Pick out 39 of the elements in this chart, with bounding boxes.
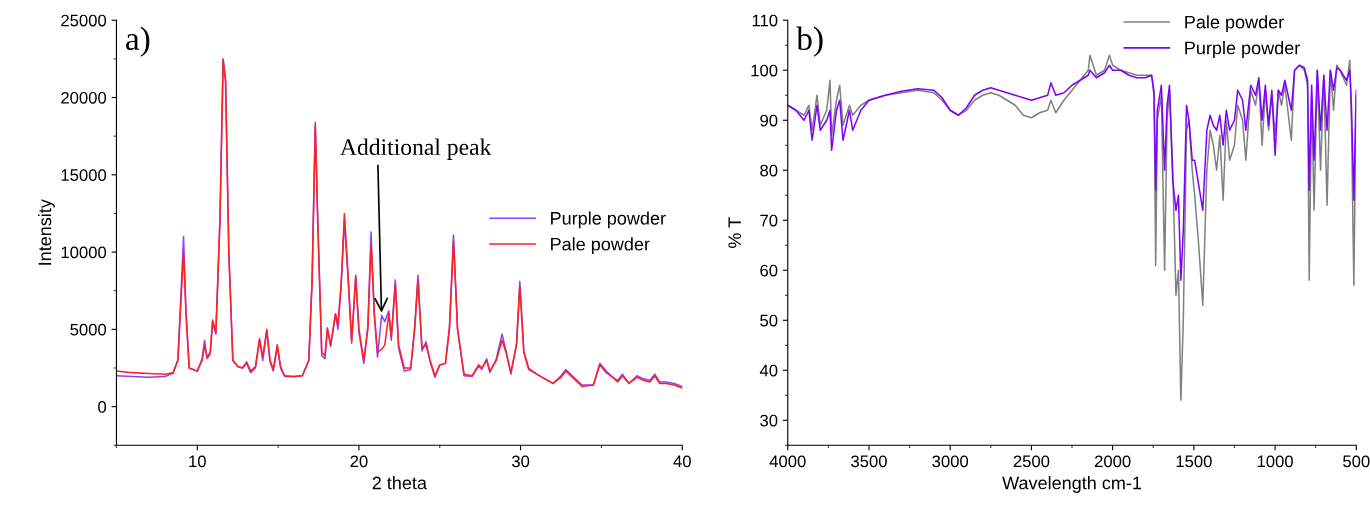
annotation: b) xyxy=(796,26,823,57)
y-tick-label: 80 xyxy=(760,164,778,177)
y-tick-label: 0 xyxy=(98,401,107,413)
x-tick-label: 1500 xyxy=(1176,455,1212,468)
x-tick-label: 2500 xyxy=(1013,455,1050,468)
x-axis-title: 2 theta xyxy=(372,476,427,490)
x-axis-title: Wavelength cm-1 xyxy=(1002,476,1142,493)
x-tick-label: 2000 xyxy=(1094,455,1131,468)
legend-label: Pale powder xyxy=(1185,15,1284,33)
legend-label: Pale powder xyxy=(551,237,650,255)
y-tick-label: 25000 xyxy=(61,14,107,27)
x-tick-label: 40 xyxy=(673,455,691,468)
y-tick-label: 110 xyxy=(752,14,778,27)
y-tick-label: 60 xyxy=(760,264,778,277)
x-tick-label: 3500 xyxy=(851,455,887,468)
y-tick-label: 40 xyxy=(759,364,778,377)
y-tick-label: 90 xyxy=(760,114,778,127)
annotation: a) xyxy=(126,26,150,57)
x-tick-label: 20 xyxy=(350,455,368,468)
x-tick-label: 1000 xyxy=(1257,455,1293,468)
y-tick-label: 5000 xyxy=(70,323,107,336)
line-series xyxy=(787,64,1357,282)
x-tick-label: 30 xyxy=(511,455,530,468)
legend-label: Purple powder xyxy=(551,211,666,229)
y-axis-title: % T xyxy=(728,217,742,249)
x-tick-label: 10 xyxy=(189,455,206,468)
y-tick-label: 50 xyxy=(760,314,778,327)
x-tick-label: 500 xyxy=(1343,455,1370,468)
y-tick-label: 100 xyxy=(751,64,778,77)
legend-label: Purple powder xyxy=(1185,41,1300,58)
y-axis-title: Intensity xyxy=(38,199,55,265)
y-tick-label: 70 xyxy=(760,214,778,227)
y-tick-label: 30 xyxy=(760,414,778,427)
y-tick-label: 20000 xyxy=(61,91,107,104)
y-tick-label: 10000 xyxy=(61,246,107,259)
x-tick-label: 3000 xyxy=(932,455,969,468)
x-tick-label: 4000 xyxy=(769,455,806,468)
annotation: Additional peak xyxy=(340,138,492,160)
y-tick-label: 15000 xyxy=(61,169,107,181)
